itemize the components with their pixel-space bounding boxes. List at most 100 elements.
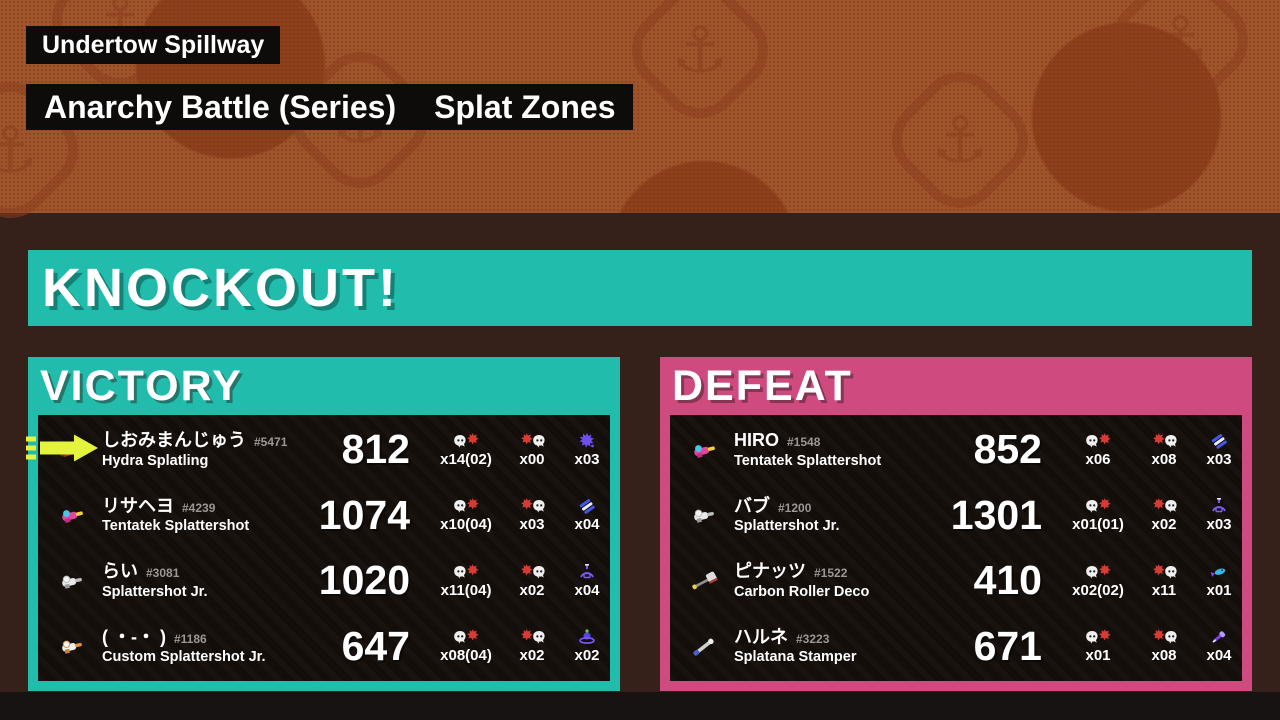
kills-stat: x06	[1058, 432, 1138, 468]
splat-death-icon	[1151, 497, 1178, 515]
specials-count: x03	[1206, 516, 1232, 534]
deaths-stat: x03	[506, 497, 558, 533]
weapon-icon	[58, 635, 88, 657]
deaths-count: x00	[519, 450, 545, 468]
points-value: 671	[973, 622, 1042, 669]
kills-count: x06	[1085, 450, 1111, 468]
player-name: しおみまんじゅう	[102, 430, 246, 451]
player-row[interactable]: バブ #1200 Splattershot Jr. 1301 x01(01)	[676, 483, 1236, 549]
specials-stat: x04	[1190, 628, 1248, 664]
player-info: しおみまんじゅう #5471 Hydra Splatling	[102, 429, 290, 470]
specials-stat: x02	[558, 628, 616, 664]
victory-header: VICTORY	[28, 357, 620, 415]
weapon-name: Splatana Stamper	[734, 649, 857, 666]
weapon-icon	[58, 570, 88, 592]
deaths-stat: x02	[506, 563, 558, 599]
splat-death-icon	[1151, 432, 1178, 450]
kills-count: x01	[1085, 647, 1111, 665]
player-info: HIRO #1548 Tentatek Splattershot	[734, 429, 922, 470]
splat-kill-icon	[1085, 432, 1112, 450]
kills-count: x14(02)	[440, 450, 492, 468]
weapon-icon	[690, 635, 720, 657]
knockout-banner: KNOCKOUT!	[28, 250, 1252, 326]
weapon-name: Hydra Splatling	[102, 452, 209, 469]
specials-stat: x04	[558, 563, 616, 599]
kills-count: x10(04)	[440, 516, 492, 534]
splat-kill-icon	[1085, 628, 1112, 646]
kills-stat: x02(02)	[1058, 563, 1138, 599]
player-info: らい #3081 Splattershot Jr.	[102, 560, 290, 601]
splat-kill-icon	[453, 563, 480, 581]
kills-stat: x08(04)	[426, 628, 506, 664]
player-row[interactable]: ハルネ #3223 Splatana Stamper 671 x01	[676, 614, 1236, 680]
defeat-player-list: HIRO #1548 Tentatek Splattershot 852 x06	[670, 415, 1242, 681]
specials-stat: x04	[558, 497, 616, 533]
mode-label: Anarchy Battle (Series) Splat Zones	[26, 84, 634, 130]
player-row[interactable]: リサヘヨ #4239 Tentatek Splattershot 1074 x1…	[44, 483, 604, 549]
specials-count: x03	[1206, 450, 1232, 468]
deaths-count: x02	[519, 647, 545, 665]
deaths-count: x08	[1151, 450, 1177, 468]
player-name: らい	[102, 561, 138, 582]
player-row[interactable]: しおみまんじゅう #5471 Hydra Splatling 812 x14(0…	[26, 417, 604, 483]
splat-death-icon	[519, 497, 546, 515]
weapon-icon	[690, 504, 720, 526]
specials-count: x02	[574, 647, 600, 665]
player-name: バブ	[734, 495, 770, 516]
player-row[interactable]: ( ・-・ ) #1186 Custom Splattershot Jr. 64…	[44, 614, 604, 680]
player-tag: #4239	[182, 500, 216, 515]
weapon-name: Custom Splattershot Jr.	[102, 649, 266, 666]
player-row[interactable]: ピナッツ #1522 Carbon Roller Deco 410 x02(02…	[676, 548, 1236, 614]
deaths-count: x02	[519, 581, 545, 599]
anchor-emblem-icon: ⚓	[615, 0, 785, 135]
victory-label: VICTORY	[40, 361, 243, 410]
specials-count: x04	[1206, 647, 1232, 665]
victory-panel: VICTORY しおみまんじゅう #5471 Hydra Splatling 8…	[26, 357, 620, 691]
special-weapon-icon	[578, 497, 596, 515]
victory-player-list: しおみまんじゅう #5471 Hydra Splatling 812 x14(0…	[26, 415, 610, 681]
deaths-stat: x00	[506, 432, 558, 468]
stage-name-label: Undertow Spillway	[26, 26, 281, 64]
player-info: リサヘヨ #4239 Tentatek Splattershot	[102, 495, 290, 536]
special-weapon-icon	[1210, 432, 1228, 450]
kills-count: x01(01)	[1072, 516, 1124, 534]
weapon-name: Splattershot Jr.	[102, 583, 208, 600]
kills-stat: x11(04)	[426, 563, 506, 599]
splat-death-icon	[519, 628, 546, 646]
special-weapon-icon	[1210, 497, 1228, 515]
weapon-icon	[690, 439, 720, 461]
points-value: 852	[973, 426, 1042, 473]
deaths-stat: x02	[506, 628, 558, 664]
weapon-name: Carbon Roller Deco	[734, 583, 870, 600]
player-tag: #5471	[254, 435, 288, 450]
weapon-icon	[58, 504, 88, 526]
bottom-strip	[0, 692, 1280, 720]
specials-count: x04	[574, 516, 600, 534]
battle-rule: Splat Zones	[434, 88, 616, 125]
splat-death-icon	[519, 563, 546, 581]
deaths-count: x03	[519, 516, 545, 534]
special-weapon-icon	[1210, 628, 1228, 646]
player-tag: #1548	[787, 435, 821, 450]
splat-death-icon	[519, 432, 546, 450]
points-value: 812	[341, 426, 410, 473]
specials-stat: x03	[558, 432, 616, 468]
special-weapon-icon	[578, 563, 596, 581]
special-weapon-icon	[578, 432, 596, 450]
specials-count: x03	[574, 450, 600, 468]
player-info: ピナッツ #1522 Carbon Roller Deco	[734, 560, 922, 601]
player-info: ハルネ #3223 Splatana Stamper	[734, 626, 922, 667]
deaths-count: x08	[1151, 647, 1177, 665]
player-tag: #3223	[796, 631, 830, 646]
weapon-name: Tentatek Splattershot	[734, 452, 882, 469]
specials-count: x01	[1206, 581, 1232, 599]
player-row[interactable]: HIRO #1548 Tentatek Splattershot 852 x06	[676, 417, 1236, 483]
knockout-text: KNOCKOUT!	[42, 258, 399, 318]
battle-mode: Anarchy Battle (Series)	[44, 88, 397, 125]
player-row[interactable]: らい #3081 Splattershot Jr. 1020 x11(04)	[44, 548, 604, 614]
stage-banner: ⚓ ⚓ ⚓ ⚓ ⚓ ⚓ Undertow Spillway Anarchy Ba…	[0, 0, 1280, 235]
defeat-header: DEFEAT	[660, 357, 1252, 415]
splat-kill-icon	[453, 628, 480, 646]
deaths-stat: x11	[1138, 563, 1190, 599]
kills-count: x08(04)	[440, 647, 492, 665]
